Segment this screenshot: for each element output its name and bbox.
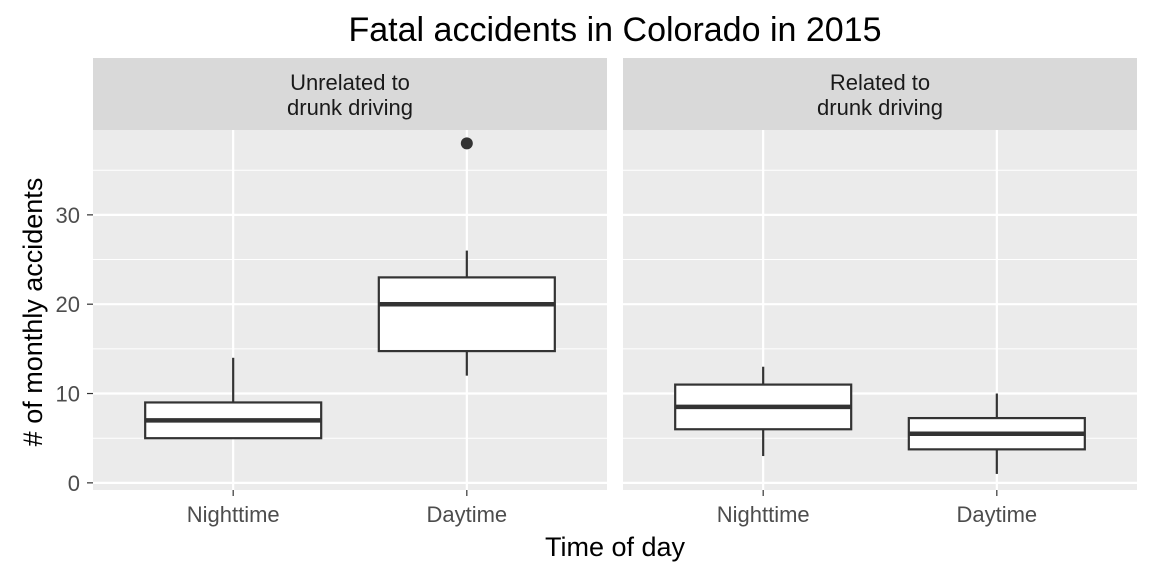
outlier-point [460, 137, 473, 150]
facet-label-line: Related to [830, 70, 930, 95]
facet-strip [623, 58, 1137, 130]
x-tick-label: Nighttime [717, 502, 810, 527]
y-tick-label: 10 [56, 382, 80, 407]
facet-label-line: Unrelated to [290, 70, 410, 95]
y-tick-label: 20 [56, 292, 80, 317]
y-axis-title: # of monthly accidents [18, 178, 48, 447]
facet-label-line: drunk driving [817, 95, 943, 120]
boxplot-daytime [907, 393, 1086, 474]
boxplot-daytime [377, 137, 556, 376]
y-axis: 0 10 20 30 [56, 203, 93, 496]
facet-strip [93, 58, 607, 130]
chart-title: Fatal accidents in Colorado in 2015 [349, 11, 882, 49]
box-body [377, 276, 556, 353]
y-tick-label: 30 [56, 203, 80, 228]
y-tick-label: 0 [68, 471, 80, 496]
boxplot-nighttime [674, 366, 853, 457]
facet-label-line: drunk driving [287, 95, 413, 120]
x-tick-label: Daytime [426, 502, 507, 527]
x-tick-label: Nighttime [187, 502, 280, 527]
x-tick-label: Daytime [956, 502, 1037, 527]
boxplot-nighttime [144, 357, 323, 440]
x-axis-title: Time of day [545, 532, 686, 562]
